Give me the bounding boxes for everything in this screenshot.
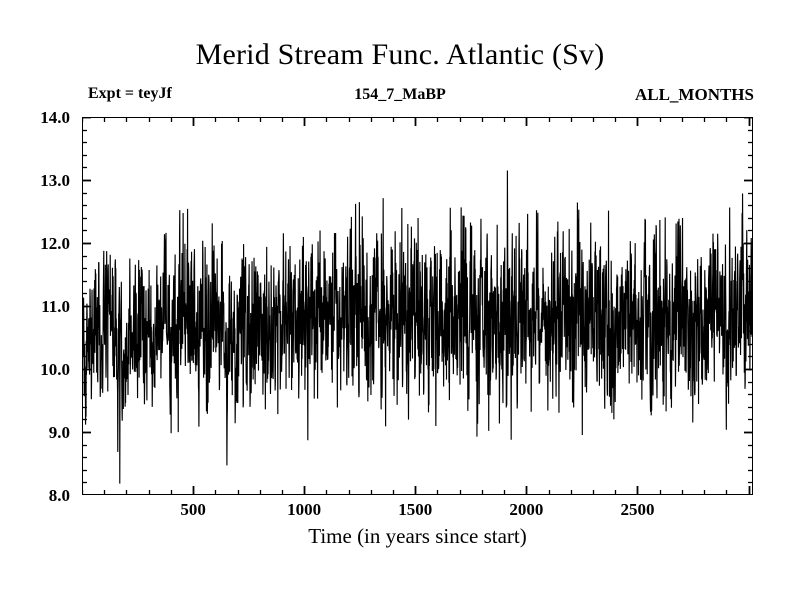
y-axis-tick-label: 10.0 [40,360,70,379]
x-axis-tick-label: 1500 [398,500,433,519]
series-path [82,170,753,484]
plot-frame [82,117,753,495]
months-label: ALL_MONTHS [634,85,754,104]
x-axis-tick-label: 500 [180,500,206,519]
y-axis-tick-label: 13.0 [40,171,70,190]
timeseries-line [82,170,753,484]
x-axis-title: Time (in years since start) [308,524,527,548]
y-axis-tick-label: 11.0 [41,297,70,316]
x-axis-tick-label: 2500 [620,500,655,519]
y-axis-tick-label: 9.0 [48,423,70,442]
y-axis-tick-label: 14.0 [40,108,70,127]
x-axis-tick-labels: 500 1000 1500 2000 2500 [82,500,753,526]
y-axis-tick-label: 12.0 [40,234,70,253]
experiment-label: Expt = teyJf [88,85,172,102]
page-title: Merid Stream Func. Atlantic (Sv) [195,38,605,71]
x-axis-tick-label: 1000 [287,500,322,519]
y-axis-tick-labels: 8.0 9.0 10.0 11.0 12.0 13.0 14.0 [12,109,70,504]
x-axis-tick-label: 2000 [509,500,544,519]
plot-area [82,117,753,495]
subtitle-label: 154_7_MaBP [354,86,446,103]
y-axis-tick-label: 8.0 [48,486,70,505]
